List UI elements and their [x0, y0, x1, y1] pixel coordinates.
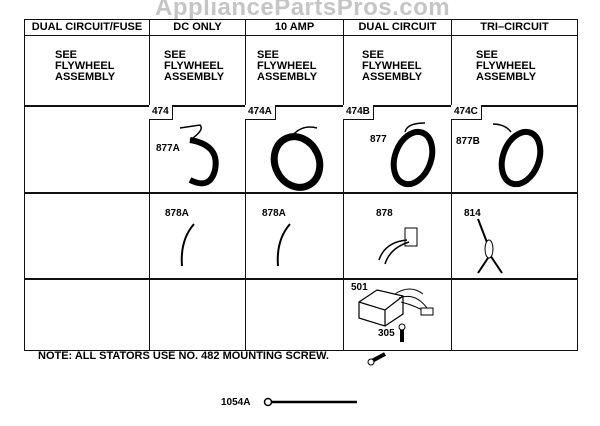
- mounting-screw-note: NOTE: ALL STATORS USE NO. 482 MOUNTING S…: [38, 350, 329, 362]
- see-flywheel-note: SEE FLYWHEEL ASSEMBLY: [55, 49, 116, 83]
- wire-878a-image: [180, 223, 195, 267]
- table-cell: [451, 105, 578, 194]
- table-cell: [149, 278, 246, 351]
- part-label-1054a: 1054A: [221, 397, 251, 408]
- see-flywheel-note: SEE FLYWHEEL ASSEMBLY: [476, 49, 537, 83]
- table-cell: [451, 35, 578, 107]
- part-ref-474c: 474C: [451, 105, 482, 120]
- header-dc-only: DC ONLY: [149, 19, 246, 36]
- part-label-305: 305: [378, 328, 395, 339]
- part-label-878: 878: [376, 208, 393, 219]
- header-dual-circuit: DUAL CIRCUIT: [343, 19, 452, 36]
- see-flywheel-note: SEE FLYWHEEL ASSEMBLY: [362, 49, 423, 83]
- see-flywheel-note: SEE FLYWHEEL ASSEMBLY: [164, 49, 225, 83]
- part-label-878a: 878A: [165, 208, 189, 219]
- part-ref-474: 474: [149, 105, 173, 120]
- wire-878a-image: [276, 223, 291, 267]
- table-cell: [451, 278, 578, 351]
- stator-474b-image: [390, 122, 436, 188]
- stator-474c-image: [493, 123, 544, 188]
- cable-tie-1054a-image: [263, 397, 357, 407]
- table-cell: [451, 192, 578, 280]
- stator-474-image: [179, 124, 219, 187]
- part-label-877b: 877B: [456, 136, 480, 147]
- see-flywheel-note: SEE FLYWHEEL ASSEMBLY: [257, 49, 318, 83]
- table-cell: [245, 278, 344, 351]
- part-label-814: 814: [464, 208, 481, 219]
- header-10-amp: 10 AMP: [245, 19, 344, 36]
- regulator-501-image: [358, 288, 434, 342]
- part-ref-474a: 474A: [245, 105, 276, 120]
- stator-474a-image: [270, 126, 324, 191]
- mounting-screw-482-icon: [367, 352, 386, 366]
- part-label-877a: 877A: [156, 143, 180, 154]
- part-label-501: 501: [351, 282, 368, 293]
- part-label-878a: 878A: [262, 208, 286, 219]
- wire-harness-814-image: [477, 218, 503, 274]
- watermark: AppliancePartsPros.com: [155, 0, 451, 21]
- header-tri-circuit: TRI–CIRCUIT: [451, 19, 578, 36]
- part-ref-474b: 474B: [343, 105, 374, 120]
- header-dual-circuit-fuse: DUAL CIRCUIT/FUSE: [24, 19, 150, 36]
- part-label-877: 877: [370, 134, 387, 145]
- table-cell: [24, 278, 150, 351]
- table-cell: [24, 105, 150, 194]
- wire-harness-878-image: [378, 227, 418, 265]
- table-cell: [24, 192, 150, 280]
